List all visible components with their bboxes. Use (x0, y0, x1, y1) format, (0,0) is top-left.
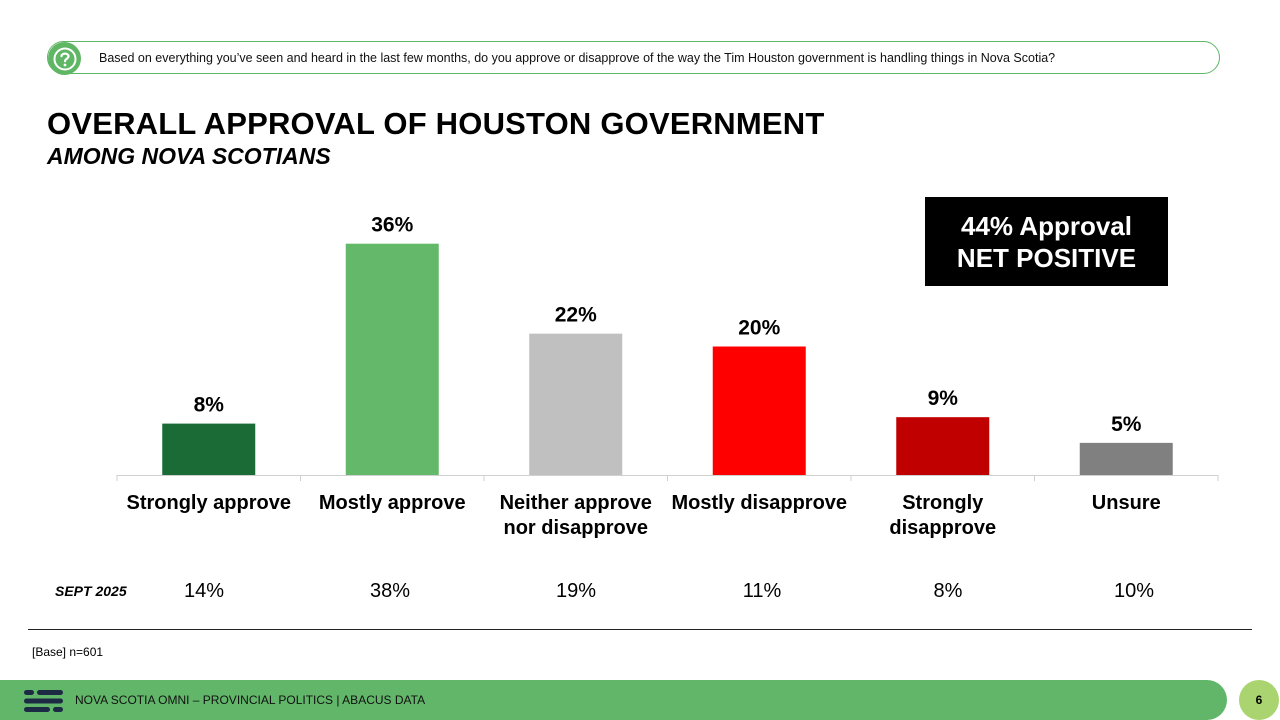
bar-value-label: 9% (928, 387, 959, 410)
bar-value-label: 22% (555, 304, 597, 327)
callout-approval-line: 44% Approval (961, 210, 1132, 241)
comparison-value: 11% (742, 580, 782, 602)
chart-title: OVERALL APPROVAL OF HOUSTON GOVERNMENT (47, 106, 825, 141)
comparison-value: 38% (369, 580, 411, 602)
comparison-label: SEPT 2025 (55, 583, 127, 599)
footer-bar: NOVA SCOTIA OMNI – PROVINCIAL POLITICS |… (0, 680, 1227, 720)
comparison-value: 14% (183, 580, 225, 602)
category-label: disapprove (889, 517, 996, 539)
category-label: Mostly disapprove (671, 492, 847, 514)
question-banner: Based on everything you’ve seen and hear… (47, 41, 1220, 75)
question-text: Based on everything you’ve seen and hear… (99, 51, 1056, 65)
bar-value-label: 20% (738, 317, 780, 340)
comparison-value: 8% (933, 580, 963, 602)
bar (162, 423, 256, 475)
bar (896, 417, 990, 475)
net-approval-callout: 44% Approval NET POSITIVE (925, 197, 1168, 286)
chart-subtitle: AMONG NOVA SCOTIANS (47, 143, 331, 169)
category-label: Neither approve (500, 492, 652, 514)
bar-value-label: 36% (371, 214, 413, 237)
comparison-value: 19% (555, 580, 597, 602)
page-number: 6 (1239, 680, 1279, 720)
bar (712, 346, 806, 475)
bar (345, 243, 439, 475)
abacus-logo-icon (24, 690, 63, 712)
category-label: Mostly approve (319, 492, 466, 514)
callout-net-line: NET POSITIVE (956, 242, 1137, 273)
category-label: Strongly approve (127, 492, 291, 514)
category-label: Unsure (1092, 492, 1161, 514)
bar (529, 333, 623, 475)
footer-text: NOVA SCOTIA OMNI – PROVINCIAL POLITICS |… (75, 693, 426, 707)
base-note: [Base] n=601 (32, 645, 104, 659)
bar (1079, 442, 1173, 475)
question-icon (48, 42, 81, 75)
category-label: Strongly (902, 492, 984, 514)
approval-bar-chart: 8% Strongly approve 36% Mostly approve 22% Ne… (116, 214, 1219, 539)
divider (28, 629, 1252, 630)
comparison-value: 10% (1113, 580, 1155, 602)
category-label: nor disapprove (504, 517, 648, 539)
bar-value-label: 8% (194, 394, 225, 417)
bar-value-label: 5% (1111, 413, 1142, 436)
